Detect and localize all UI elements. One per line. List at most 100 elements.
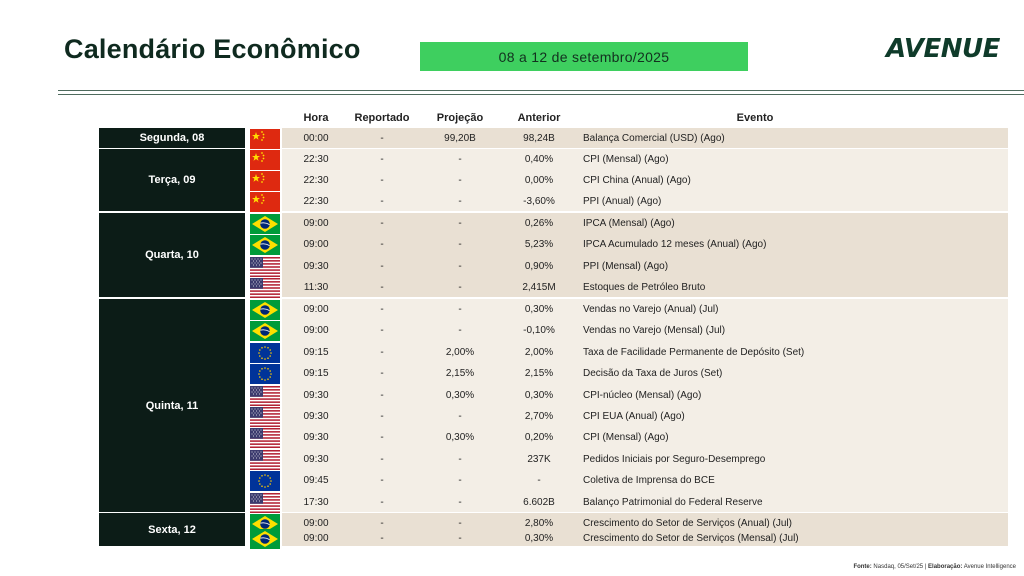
cell-projecao: - (458, 410, 462, 422)
cell-reportado: - (380, 453, 384, 465)
cell-projecao: - (458, 281, 462, 293)
divider-top (58, 90, 1024, 91)
brazil-flag-icon (250, 299, 280, 320)
cell-evento: Coletiva de Imprensa do BCE (583, 474, 715, 486)
cell-evento: CPI China (Anual) (Ago) (583, 174, 691, 186)
cell-hora: 09:00 (303, 532, 329, 544)
cell-anterior: 0,40% (524, 153, 554, 165)
cell-projecao: - (458, 153, 462, 165)
cell-hora: 09:00 (303, 517, 329, 529)
day-label: Terça, 09 (99, 149, 245, 211)
brazil-flag-icon (250, 234, 280, 255)
cell-projecao: 2,15% (445, 367, 475, 379)
usa-flag-icon (250, 385, 280, 406)
cell-projecao: - (458, 174, 462, 186)
cell-evento: IPCA (Mensal) (Ago) (583, 217, 675, 229)
cell-anterior: 2,00% (524, 346, 554, 358)
cell-reportado: - (380, 367, 384, 379)
cell-projecao: 0,30% (445, 431, 475, 443)
cell-reportado: - (380, 324, 384, 336)
column-header-anterior: Anterior (517, 112, 561, 124)
usa-flag-icon (250, 406, 280, 427)
usa-flag-icon (250, 449, 280, 470)
cell-evento: PPI (Anual) (Ago) (583, 195, 662, 207)
source-footnote: Fonte: Nasdaq, 05/Set/25 | Elaboração: A… (853, 564, 1016, 570)
brazil-flag-icon (250, 320, 280, 341)
china-flag-icon (250, 149, 280, 170)
cell-anterior: 0,20% (524, 431, 554, 443)
cell-hora: 17:30 (303, 496, 329, 508)
cell-anterior: 0,00% (524, 174, 554, 186)
cell-reportado: - (380, 517, 384, 529)
cell-reportado: - (380, 431, 384, 443)
cell-projecao: 2,00% (445, 346, 475, 358)
cell-hora: 09:00 (303, 217, 329, 229)
avenue-logo: AVENUE (886, 34, 1000, 64)
usa-flag-icon (250, 256, 280, 277)
column-header-projecao: Projeção (436, 112, 484, 124)
cell-projecao: - (458, 260, 462, 272)
cell-reportado: - (380, 389, 384, 401)
eu-flag-icon (250, 342, 280, 363)
cell-evento: CPI (Mensal) (Ago) (583, 431, 669, 443)
cell-reportado: - (380, 410, 384, 422)
china-flag-icon (250, 170, 280, 191)
cell-projecao: - (458, 303, 462, 315)
cell-hora: 11:30 (303, 281, 329, 293)
cell-anterior: 2,70% (524, 410, 554, 422)
day-group-background (282, 213, 1008, 297)
cell-hora: 09:45 (303, 474, 329, 486)
eu-flag-icon (250, 470, 280, 491)
cell-hora: 22:30 (303, 153, 329, 165)
cell-hora: 09:00 (303, 324, 329, 336)
brazil-flag-icon (250, 528, 280, 549)
cell-reportado: - (380, 174, 384, 186)
cell-hora: 00:00 (303, 132, 329, 144)
cell-anterior: 2,415M (522, 281, 556, 293)
day-label: Segunda, 08 (99, 128, 245, 148)
cell-evento: CPI EUA (Anual) (Ago) (583, 410, 685, 422)
cell-evento: Taxa de Facilidade Permanente de Depósit… (583, 346, 805, 358)
cell-anterior: -0,10% (523, 324, 555, 336)
cell-hora: 09:30 (303, 431, 329, 443)
cell-evento: Balança Comercial (USD) (Ago) (583, 132, 725, 144)
cell-reportado: - (380, 281, 384, 293)
column-header-hora: Hora (303, 112, 329, 124)
cell-reportado: - (380, 532, 384, 544)
divider-bottom (58, 94, 1024, 95)
made-by-label: Elaboração: (928, 564, 963, 570)
made-by-text: Avenue Intelligence (962, 564, 1016, 570)
cell-reportado: - (380, 132, 384, 144)
cell-evento: Vendas no Varejo (Anual) (Jul) (583, 303, 719, 315)
page-title: Calendário Econômico (64, 34, 361, 64)
cell-hora: 09:00 (303, 303, 329, 315)
cell-anterior: 2,15% (524, 367, 554, 379)
cell-hora: 09:30 (303, 410, 329, 422)
cell-projecao: - (458, 453, 462, 465)
cell-hora: 09:15 (303, 346, 329, 358)
cell-hora: 09:30 (303, 389, 329, 401)
cell-anterior: 0,30% (524, 389, 554, 401)
cell-anterior: 98,24B (523, 132, 555, 144)
cell-evento: CPI (Mensal) (Ago) (583, 153, 669, 165)
cell-anterior: 0,30% (524, 303, 554, 315)
china-flag-icon (250, 191, 280, 212)
cell-projecao: - (458, 195, 462, 207)
cell-evento: Estoques de Petróleo Bruto (583, 281, 706, 293)
day-label: Sexta, 12 (99, 513, 245, 546)
cell-projecao: 0,30% (445, 389, 475, 401)
cell-evento: Pedidos Iniciais por Seguro-Desemprego (583, 453, 766, 465)
cell-evento: PPI (Mensal) (Ago) (583, 260, 669, 272)
column-header-reportado: Reportado (354, 112, 410, 124)
cell-reportado: - (380, 238, 384, 250)
day-label: Quinta, 11 (99, 299, 245, 512)
cell-anterior: -3,60% (523, 195, 555, 207)
cell-evento: Crescimento do Setor de Serviços (Mensal… (583, 532, 799, 544)
cell-projecao: - (458, 496, 462, 508)
cell-reportado: - (380, 217, 384, 229)
cell-reportado: - (380, 195, 384, 207)
cell-evento: Decisão da Taxa de Juros (Set) (583, 367, 723, 379)
cell-reportado: - (380, 153, 384, 165)
cell-anterior: 5,23% (524, 238, 554, 250)
cell-projecao: 99,20B (444, 132, 476, 144)
